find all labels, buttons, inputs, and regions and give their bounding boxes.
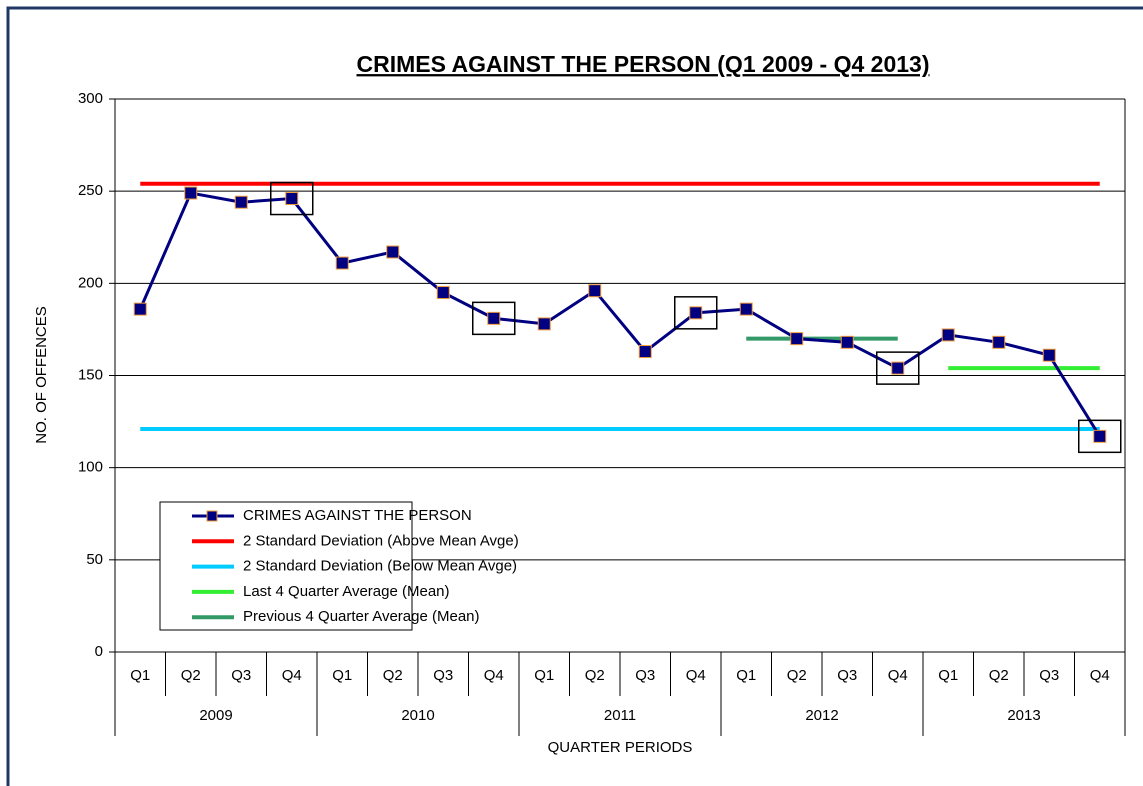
y-tick-label: 250 <box>78 182 103 199</box>
x-tick-label: Q1 <box>130 667 150 684</box>
point-marker <box>790 332 804 346</box>
x-tick-label: Q1 <box>534 667 554 684</box>
group-label: 2010 <box>401 707 434 724</box>
point-marker <box>487 311 501 325</box>
series-line <box>138 191 1102 438</box>
legend-label: CRIMES AGAINST THE PERSON <box>243 507 472 524</box>
point-marker <box>689 306 703 320</box>
point-marker <box>891 361 905 375</box>
point-marker <box>335 256 349 270</box>
point-marker <box>1042 348 1056 362</box>
group-label: 2012 <box>805 707 838 724</box>
group-label: 2009 <box>199 707 232 724</box>
chart-title: CRIMES AGAINST THE PERSON (Q1 2009 - Q4 … <box>356 51 929 77</box>
x-tick-label: Q4 <box>686 667 706 684</box>
x-axis-label: QUARTER PERIODS <box>548 739 693 756</box>
y-tick-label: 0 <box>95 643 103 660</box>
x-tick-label: Q2 <box>989 667 1009 684</box>
x-tick-label: Q4 <box>1090 667 1110 684</box>
point-marker <box>133 302 147 316</box>
group-label: 2011 <box>604 707 636 724</box>
x-tick-label: Q3 <box>837 667 857 684</box>
x-tick-label: Q4 <box>888 667 908 684</box>
frame <box>6 6 1143 786</box>
x-tick-label: Q2 <box>181 667 201 684</box>
point-marker <box>739 302 753 316</box>
highlight-box <box>674 296 718 330</box>
highlight-box <box>876 351 920 385</box>
y-tick-label: 300 <box>78 90 103 107</box>
x-tick-label: Q3 <box>635 667 655 684</box>
point-marker <box>840 335 854 349</box>
x-tick-label: Q3 <box>1039 667 1059 684</box>
x-tick-label: Q2 <box>787 667 807 684</box>
legend-label: 2 Standard Deviation (Above Mean Avge) <box>243 532 519 549</box>
x-tick-label: Q4 <box>484 667 504 684</box>
y-tick-label: 50 <box>86 551 103 568</box>
x-tick-label: Q1 <box>736 667 756 684</box>
point-marker <box>184 186 198 200</box>
legend-label: Last 4 Quarter Average (Mean) <box>243 583 450 600</box>
y-tick-label: 200 <box>78 274 103 291</box>
point-marker <box>588 284 602 298</box>
x-tick-label: Q4 <box>282 667 302 684</box>
point-marker <box>537 317 551 331</box>
point-marker <box>638 345 652 359</box>
y-tick-label: 100 <box>78 459 103 476</box>
group-label: 2013 <box>1007 707 1040 724</box>
point-marker <box>941 328 955 342</box>
highlight-box <box>472 301 516 336</box>
x-tick-label: Q3 <box>433 667 453 684</box>
point-marker <box>285 192 299 206</box>
y-tick-label: 150 <box>78 366 103 383</box>
x-tick-label: Q2 <box>585 667 605 684</box>
point-marker <box>234 195 248 209</box>
x-tick-label: Q1 <box>332 667 352 684</box>
point-marker <box>386 245 400 259</box>
legend-label: Previous 4 Quarter Average (Mean) <box>243 608 480 625</box>
x-tick-label: Q2 <box>383 667 403 684</box>
highlight-box <box>1078 419 1122 454</box>
point-marker <box>1093 429 1107 443</box>
point-marker <box>436 286 450 300</box>
legend-label: 2 Standard Deviation (Below Mean Avge) <box>243 558 517 575</box>
x-tick-label: Q1 <box>938 667 958 684</box>
legend-marker <box>206 510 218 522</box>
highlight-box <box>270 181 314 216</box>
point-marker <box>992 335 1006 349</box>
y-axis-label: NO. OF OFFENCES <box>33 306 50 444</box>
x-tick-label: Q3 <box>231 667 251 684</box>
